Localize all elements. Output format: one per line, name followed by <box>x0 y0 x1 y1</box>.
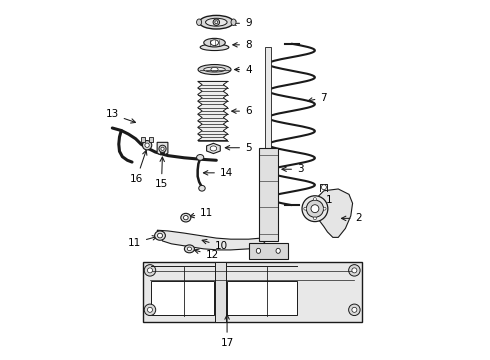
Ellipse shape <box>199 185 205 191</box>
Ellipse shape <box>352 307 357 312</box>
Ellipse shape <box>143 140 152 150</box>
Bar <box>215 262 226 321</box>
Ellipse shape <box>306 200 323 217</box>
Ellipse shape <box>211 40 219 45</box>
Ellipse shape <box>352 268 357 273</box>
Bar <box>143 262 362 321</box>
Ellipse shape <box>200 44 229 50</box>
Text: 9: 9 <box>232 18 252 28</box>
Ellipse shape <box>147 268 152 273</box>
Ellipse shape <box>231 19 236 26</box>
Ellipse shape <box>157 233 163 238</box>
Polygon shape <box>157 230 270 250</box>
Text: 14: 14 <box>203 168 233 178</box>
Ellipse shape <box>213 19 220 26</box>
Text: 15: 15 <box>155 157 168 189</box>
Text: 11: 11 <box>128 236 157 248</box>
Ellipse shape <box>204 67 225 72</box>
Ellipse shape <box>323 207 326 210</box>
Text: 3: 3 <box>282 164 304 174</box>
Polygon shape <box>197 81 228 140</box>
Ellipse shape <box>349 265 360 276</box>
Ellipse shape <box>314 217 317 220</box>
Ellipse shape <box>210 146 217 151</box>
Bar <box>227 281 297 315</box>
Polygon shape <box>316 189 353 237</box>
Text: 7: 7 <box>308 93 327 103</box>
Polygon shape <box>157 142 168 155</box>
Ellipse shape <box>147 307 152 312</box>
Ellipse shape <box>161 147 164 150</box>
Ellipse shape <box>349 304 360 316</box>
Ellipse shape <box>256 248 261 253</box>
Ellipse shape <box>304 207 307 210</box>
Ellipse shape <box>199 15 233 29</box>
Ellipse shape <box>198 64 231 75</box>
Ellipse shape <box>204 39 225 47</box>
Ellipse shape <box>276 248 280 253</box>
Ellipse shape <box>196 19 201 26</box>
Ellipse shape <box>196 154 204 160</box>
Ellipse shape <box>211 67 218 72</box>
Text: 11: 11 <box>190 208 214 218</box>
Bar <box>141 137 145 141</box>
Text: 10: 10 <box>202 239 228 251</box>
Text: 12: 12 <box>194 249 219 260</box>
Bar <box>259 148 278 241</box>
Text: 16: 16 <box>130 150 147 184</box>
Text: 17: 17 <box>220 315 234 348</box>
Ellipse shape <box>215 21 218 24</box>
Text: 6: 6 <box>232 106 252 116</box>
Bar <box>149 137 153 141</box>
Bar <box>248 243 288 259</box>
Ellipse shape <box>144 265 156 276</box>
Ellipse shape <box>321 185 326 190</box>
Text: 5: 5 <box>225 143 252 153</box>
Ellipse shape <box>145 143 149 147</box>
Text: 1: 1 <box>317 195 332 206</box>
Ellipse shape <box>183 216 188 220</box>
Bar <box>266 47 271 148</box>
Ellipse shape <box>187 247 192 251</box>
Text: 2: 2 <box>342 213 362 223</box>
Text: 8: 8 <box>233 40 252 50</box>
Ellipse shape <box>311 205 319 213</box>
Ellipse shape <box>159 145 166 152</box>
Ellipse shape <box>144 304 156 316</box>
Text: 4: 4 <box>235 64 252 75</box>
Text: 13: 13 <box>105 109 135 123</box>
Ellipse shape <box>302 196 328 222</box>
Ellipse shape <box>181 213 191 222</box>
Ellipse shape <box>155 231 166 240</box>
Ellipse shape <box>314 198 317 201</box>
Polygon shape <box>207 143 220 154</box>
Bar <box>151 281 214 315</box>
Ellipse shape <box>184 245 195 253</box>
Ellipse shape <box>205 18 227 26</box>
